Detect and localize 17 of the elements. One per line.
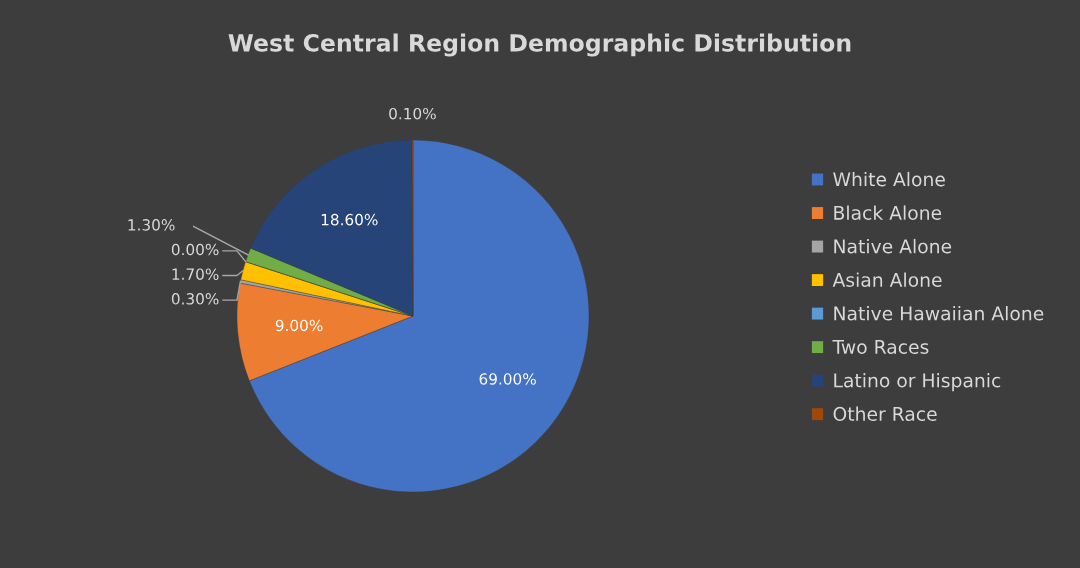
legend-label: Asian Alone xyxy=(832,272,942,287)
data-label: 0.10% xyxy=(389,107,436,120)
data-label: 9.00% xyxy=(275,319,323,332)
data-label: 1.70% xyxy=(172,268,219,280)
legend-label: White Alone xyxy=(833,171,945,187)
data-label: 1.30% xyxy=(128,219,175,231)
data-label: 0.30% xyxy=(171,293,219,305)
legend-label: Native Alone xyxy=(834,238,952,254)
text: 0.00% xyxy=(171,243,219,256)
legend-label: Latino or Hispanic xyxy=(834,373,1001,392)
legend-label: Native Hawaiian Alone xyxy=(834,305,1044,321)
legend-label: Black Alone xyxy=(834,205,942,220)
data-label: 69.00% xyxy=(479,373,536,385)
data-label: 18.60% xyxy=(321,213,378,226)
legend-label: Two Races xyxy=(832,340,929,354)
legend-label: Other Race xyxy=(833,406,937,422)
chart-title: West Central Region Demographic Distribution xyxy=(228,33,851,57)
